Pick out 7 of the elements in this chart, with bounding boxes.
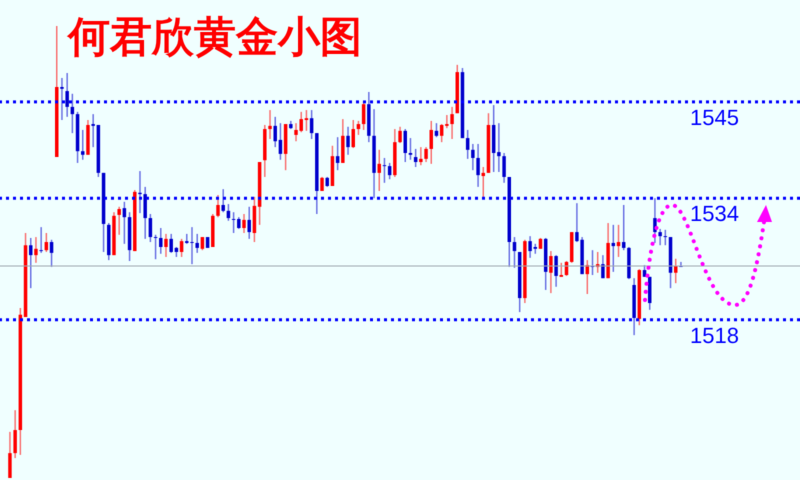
annotation: 1534	[690, 201, 739, 226]
annotation: 1545	[690, 104, 739, 130]
candlestick	[200, 236, 204, 251]
annotation: 1518	[690, 322, 739, 348]
candlestick	[206, 236, 210, 249]
candlestick	[320, 176, 324, 192]
chart-title: 何君欣黄金小图	[66, 15, 362, 61]
